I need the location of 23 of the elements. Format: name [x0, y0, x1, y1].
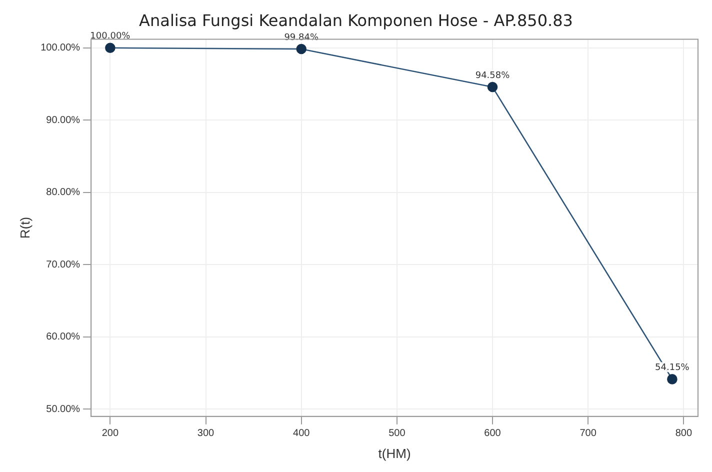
y-tick-label: 60.00% — [46, 332, 80, 343]
x-tick-label: 400 — [293, 428, 310, 440]
x-axis-title: t(HM) — [378, 446, 411, 461]
y-tick-label: 50.00% — [46, 404, 80, 415]
data-label: 54.15% — [655, 363, 690, 374]
x-tick-label: 500 — [388, 428, 406, 440]
y-tick-label: 100.00% — [40, 42, 80, 54]
point — [667, 374, 678, 384]
y-tick-label: 70.00% — [46, 259, 80, 270]
point — [296, 44, 306, 54]
point — [487, 82, 498, 92]
y-tick-label: 80.00% — [46, 187, 80, 198]
x-tick-label: 800 — [675, 428, 692, 440]
chart-title: Analisa Fungsi Keandalan Komponen Hose - AP.850.83 — [139, 10, 573, 30]
data-label: 100.00% — [90, 32, 131, 42]
x-tick-label: 700 — [580, 428, 597, 440]
data-label: 94.58% — [475, 70, 510, 81]
x-tick-label: 200 — [102, 428, 119, 440]
x-tick-label: 300 — [197, 428, 215, 440]
y-axis-title: R(t) — [17, 216, 32, 239]
x-tick-label: 600 — [484, 428, 502, 440]
y-tick-label: 90.00% — [46, 114, 80, 126]
point — [105, 42, 116, 54]
